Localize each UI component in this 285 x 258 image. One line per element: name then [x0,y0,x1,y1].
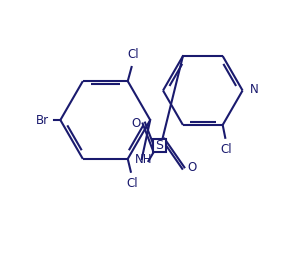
Text: N: N [250,83,258,96]
Text: O: O [131,117,141,130]
FancyBboxPatch shape [153,139,166,152]
Text: O: O [187,161,196,174]
Text: Cl: Cl [221,143,232,156]
Text: NH: NH [135,153,152,166]
Text: S: S [155,139,163,152]
Text: Cl: Cl [126,178,138,190]
Text: Br: Br [36,114,49,126]
Text: Cl: Cl [127,48,139,61]
